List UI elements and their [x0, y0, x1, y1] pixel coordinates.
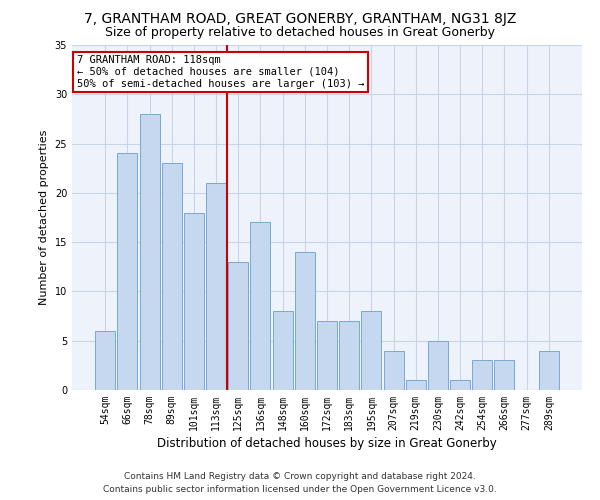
Y-axis label: Number of detached properties: Number of detached properties: [39, 130, 49, 305]
Bar: [450, 380, 470, 390]
Bar: [206, 183, 226, 390]
Bar: [162, 164, 182, 390]
Bar: [317, 321, 337, 390]
Bar: [250, 222, 271, 390]
Bar: [295, 252, 315, 390]
Bar: [494, 360, 514, 390]
Bar: [140, 114, 160, 390]
Bar: [118, 154, 137, 390]
Text: 7 GRANTHAM ROAD: 118sqm
← 50% of detached houses are smaller (104)
50% of semi-d: 7 GRANTHAM ROAD: 118sqm ← 50% of detache…: [77, 56, 365, 88]
X-axis label: Distribution of detached houses by size in Great Gonerby: Distribution of detached houses by size …: [157, 437, 497, 450]
Bar: [184, 212, 204, 390]
Bar: [406, 380, 426, 390]
Text: 7, GRANTHAM ROAD, GREAT GONERBY, GRANTHAM, NG31 8JZ: 7, GRANTHAM ROAD, GREAT GONERBY, GRANTHA…: [84, 12, 516, 26]
Text: Size of property relative to detached houses in Great Gonerby: Size of property relative to detached ho…: [105, 26, 495, 39]
Bar: [361, 311, 382, 390]
Bar: [339, 321, 359, 390]
Bar: [383, 350, 404, 390]
Bar: [272, 311, 293, 390]
Bar: [472, 360, 492, 390]
Bar: [95, 331, 115, 390]
Bar: [539, 350, 559, 390]
Text: Contains HM Land Registry data © Crown copyright and database right 2024.
Contai: Contains HM Land Registry data © Crown c…: [103, 472, 497, 494]
Bar: [228, 262, 248, 390]
Bar: [428, 340, 448, 390]
